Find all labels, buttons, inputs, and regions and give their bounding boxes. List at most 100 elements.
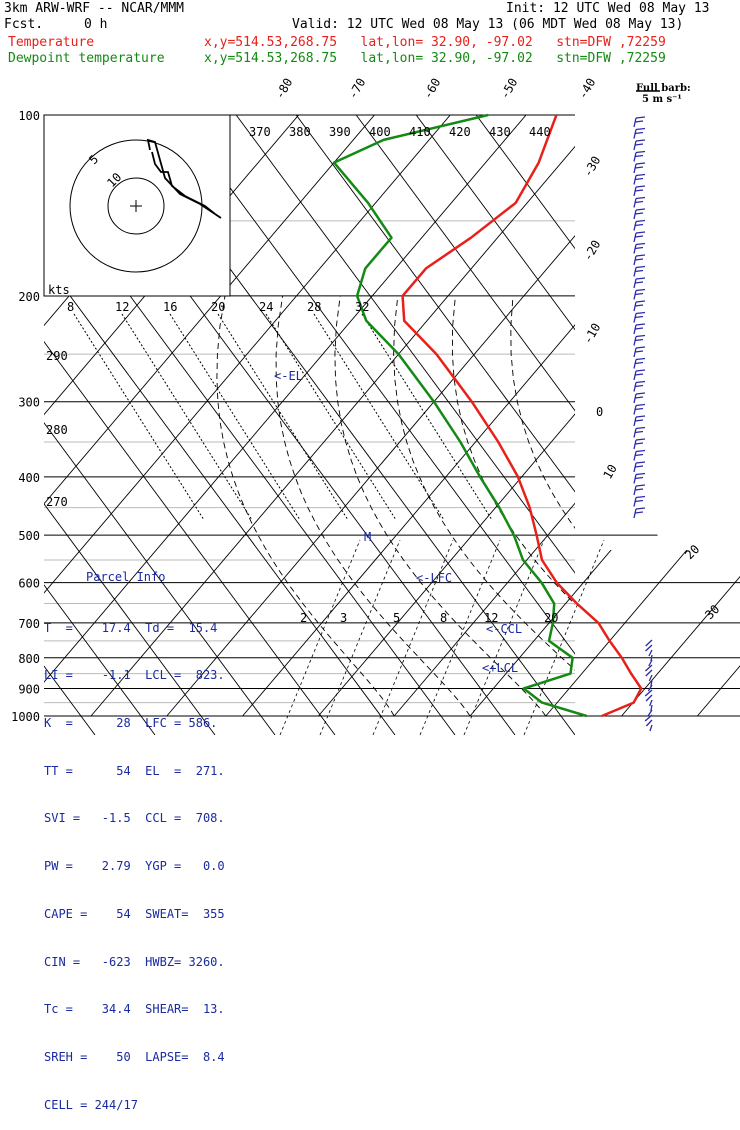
- pressure-label: 400: [18, 471, 40, 485]
- wind-barb: [633, 382, 637, 392]
- hodograph-speed-label: 8: [67, 300, 74, 314]
- wind-barb: [633, 497, 637, 507]
- wind-barb-flag: [634, 499, 644, 503]
- wind-barb-flag: [634, 419, 644, 422]
- wind-barb: [648, 674, 653, 682]
- wind-barb: [633, 416, 637, 427]
- theta-label: 420: [449, 125, 471, 139]
- wind-barb-flag: [635, 254, 646, 257]
- dry-adiabat: [175, 115, 575, 655]
- mixing-ratio-label: 5: [393, 611, 400, 625]
- parcel-info-row: PW = 2.79 YGP = 0.0: [44, 859, 225, 874]
- temperature-axis-label: -70: [345, 76, 368, 102]
- wind-barb: [650, 654, 653, 662]
- isotherm-line: [318, 115, 740, 717]
- wind-barb-flag: [635, 300, 646, 303]
- wind-barb: [649, 699, 653, 707]
- wind-barb: [648, 659, 653, 667]
- isotherm-line: [545, 115, 740, 717]
- dry-adiabat: [44, 503, 216, 735]
- dry-adiabat: [44, 341, 336, 735]
- wind-barb: [633, 290, 637, 300]
- wind-barb-flag: [635, 346, 646, 349]
- temperature-profile: [401, 114, 643, 718]
- theta-label: 430: [489, 125, 511, 139]
- wind-barb: [645, 644, 653, 652]
- wind-barb-flag: [634, 465, 644, 468]
- parcel-info-panel: Parcel Info T = 17.4 Td = 15.4 LI = -1.1…: [44, 538, 230, 1112]
- wind-barb-flag: [634, 361, 644, 365]
- wind-barb: [633, 163, 637, 174]
- wind-barb: [649, 724, 653, 732]
- theta-label: 380: [289, 125, 311, 139]
- wind-barb-flag: [634, 131, 644, 135]
- hodograph-speed-label: 32: [355, 300, 369, 314]
- wind-barb: [633, 152, 637, 162]
- isotherm-line: [44, 115, 527, 717]
- wind-barb-flag: [635, 116, 646, 119]
- wind-barb-flag: [634, 511, 644, 514]
- mixing-ratio-label: 3: [340, 611, 347, 625]
- wind-barb-flag: [635, 311, 646, 315]
- wind-barb: [647, 709, 653, 717]
- wind-barb-flag: [635, 288, 646, 292]
- theta-side-label: 280: [46, 423, 68, 437]
- wind-barb: [645, 639, 653, 647]
- wind-barb-flag: [634, 350, 644, 353]
- temperature-axis-label: -60: [420, 76, 443, 102]
- wind-barb-flag: [635, 357, 646, 361]
- storm-motion-marker: M: [364, 530, 371, 544]
- forecast-hour: 0 h: [84, 17, 108, 32]
- isotherm-line: [44, 115, 375, 717]
- wind-barb-flag: [635, 173, 646, 177]
- wind-barb: [650, 704, 653, 712]
- hodograph-speed-label: 24: [259, 300, 273, 314]
- wind-barb-flag: [635, 231, 646, 234]
- dewpoint-location-info: x,y=514.53,268.75 lat,lon= 32.90, -97.02…: [204, 51, 666, 66]
- hodograph-trace: [146, 138, 222, 219]
- hodograph-speed-label: 28: [307, 300, 321, 314]
- init-time: Init: 12 UTC Wed 08 May 13: [506, 1, 710, 16]
- lcl-marker: <+LCL: [482, 661, 518, 675]
- moist-adiabat: [451, 295, 575, 606]
- pressure-label: 1000: [11, 710, 40, 724]
- wind-barb-flag: [635, 208, 646, 211]
- wind-barb: [633, 313, 637, 323]
- wind-barb-flag: [634, 177, 644, 181]
- wind-barb-flag: [635, 403, 646, 407]
- wind-barb: [650, 679, 653, 687]
- wind-barb: [633, 428, 637, 438]
- wind-barb-flag: [635, 449, 646, 453]
- speed-line: [121, 313, 253, 521]
- wind-barb-flag: [634, 338, 644, 342]
- wind-barb: [648, 649, 653, 657]
- mixing-ratio-line: [319, 539, 401, 736]
- temperature-axis-label: 30: [702, 602, 722, 622]
- theta-label: 440: [529, 125, 551, 139]
- wind-barb-flag: [635, 461, 646, 464]
- wind-barb: [645, 719, 653, 727]
- wind-barb-flag: [635, 380, 646, 384]
- wind-barb: [633, 451, 637, 461]
- lfc-marker: <-LFC: [416, 571, 452, 585]
- wind-barb-flag: [634, 396, 644, 399]
- theta-side-label: 270: [46, 495, 68, 509]
- wind-barb-flag: [634, 476, 644, 480]
- wind-barb-flag: [635, 495, 646, 499]
- hodograph-units: kts: [48, 283, 70, 297]
- moist-adiabat: [334, 295, 547, 717]
- wind-barb-flag: [635, 185, 646, 188]
- speed-line: [313, 313, 445, 521]
- wind-barb: [633, 278, 637, 289]
- temperature-axis-label: -30: [580, 154, 603, 180]
- parcel-info-row: SREH = 50 LAPSE= 8.4: [44, 1050, 225, 1064]
- mixing-ratio-line: [419, 539, 501, 736]
- dry-adiabat: [44, 259, 396, 735]
- temperature-axis-label: 20: [682, 542, 702, 562]
- chart-title: 3km ARW-WRF -- NCAR/MMM: [4, 1, 185, 16]
- forecast-label: Fcst.: [4, 17, 44, 32]
- el-marker: <-EL: [274, 369, 303, 383]
- dry-adiabat: [355, 115, 575, 412]
- temperature-axis-label: -80: [272, 76, 295, 102]
- hodograph-speed-label: 12: [115, 300, 129, 314]
